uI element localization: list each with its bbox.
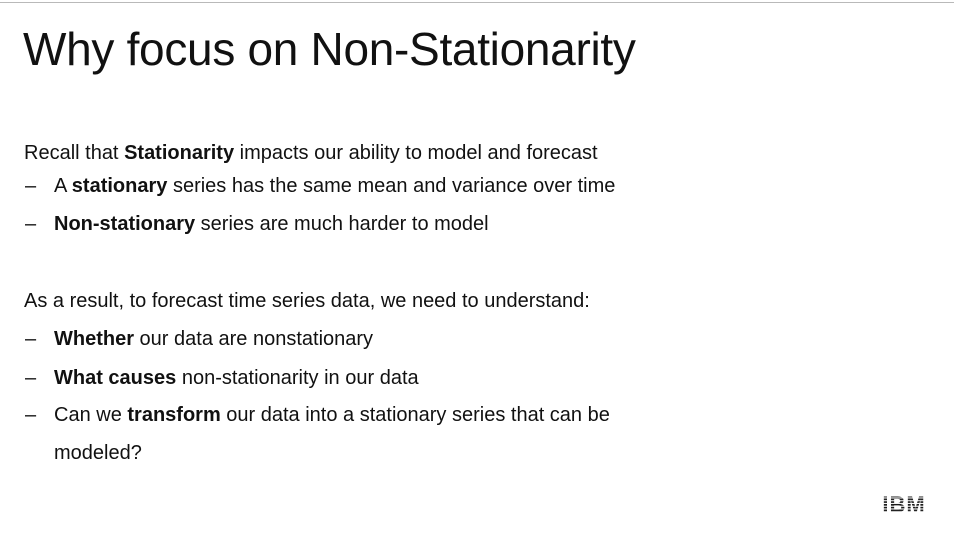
bullet-dash: – bbox=[25, 404, 37, 426]
bullet-text-after: our data into a stationary series that c… bbox=[220, 404, 610, 426]
bullet-dash: – bbox=[25, 175, 37, 197]
bullet-bold: What causes bbox=[54, 367, 177, 389]
slide-title: Why focus on Non-Stationarity bbox=[23, 23, 636, 75]
bullet-text-after: series has the same mean and variance ov… bbox=[167, 175, 616, 197]
bullet-text-before: A bbox=[54, 175, 72, 197]
ibm-logo-text: IBM bbox=[882, 493, 925, 515]
bullet-bold: stationary bbox=[71, 175, 168, 197]
bullet-text-after: our data are nonstationary bbox=[134, 328, 374, 350]
intro-paragraph-2: As a result, to forecast time series dat… bbox=[24, 290, 590, 312]
intro-1-text-after: impacts our ability to model and forecas… bbox=[234, 142, 598, 164]
bullet-dash: – bbox=[25, 328, 37, 350]
bullet-dash: – bbox=[25, 367, 37, 389]
bullet-bold: Non-stationary bbox=[54, 213, 196, 235]
intro-1-text-before: Recall that bbox=[24, 142, 125, 164]
bullet-non-stationary: Non-stationary series are much harder to… bbox=[54, 211, 489, 237]
bullet-stationary: A stationary series has the same mean an… bbox=[54, 173, 615, 199]
bullet-text-before: Can we bbox=[54, 404, 128, 426]
bullet-what-causes: What causes non-stationarity in our data bbox=[54, 365, 419, 391]
bullet-bold: Whether bbox=[54, 328, 134, 350]
intro-1-bold: Stationarity bbox=[124, 142, 235, 164]
ibm-logo: IBM bbox=[882, 493, 925, 515]
bullet-transform-continuation: modeled? bbox=[54, 442, 142, 464]
bullet-text-after: non-stationarity in our data bbox=[176, 367, 419, 389]
top-divider bbox=[0, 2, 954, 3]
bullet-dash: – bbox=[25, 213, 37, 235]
bullet-transform: Can we transform our data into a station… bbox=[54, 402, 610, 428]
bullet-text-after: series are much harder to model bbox=[195, 213, 489, 235]
intro-paragraph-1: Recall that Stationarity impacts our abi… bbox=[24, 140, 598, 166]
bullet-whether: Whether our data are nonstationary bbox=[54, 326, 373, 352]
bullet-bold: transform bbox=[127, 404, 221, 426]
